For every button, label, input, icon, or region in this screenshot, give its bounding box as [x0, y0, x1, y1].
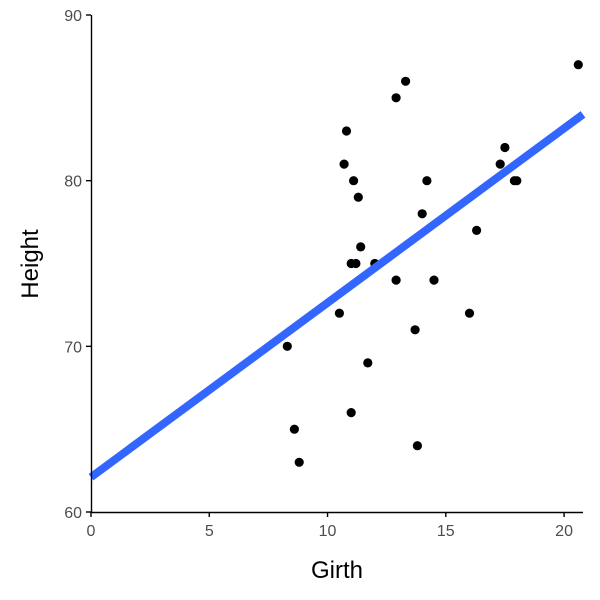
data-point [282, 341, 292, 351]
data-point [353, 192, 363, 202]
x-tick-label: 10 [319, 523, 337, 540]
x-tick-label: 20 [555, 523, 573, 540]
data-point [573, 60, 583, 70]
data-point [472, 225, 482, 235]
data-point [363, 358, 373, 368]
data-point [412, 441, 422, 451]
x-axis-title: Girth [311, 557, 363, 584]
x-axis-ticks: 0 5 10 15 20 [87, 512, 573, 540]
data-point [351, 258, 361, 269]
data-point [339, 159, 349, 169]
data-point [391, 275, 401, 285]
data-point [334, 308, 344, 318]
data-point [346, 408, 356, 418]
data-point [422, 176, 432, 186]
data-point [495, 159, 505, 169]
x-tick-label: 15 [437, 523, 455, 540]
y-tick-label: 70 [64, 339, 82, 356]
data-point [341, 126, 352, 136]
plot-area [88, 60, 586, 481]
data-point [512, 176, 522, 186]
data-point [391, 93, 401, 103]
y-tick-label: 60 [64, 505, 82, 522]
data-point [417, 209, 427, 219]
regression-line [88, 111, 586, 481]
data-point [294, 457, 304, 467]
y-tick-label: 90 [64, 8, 82, 25]
x-tick-label: 5 [205, 523, 214, 540]
y-tick-label: 80 [64, 174, 82, 191]
data-point [401, 76, 411, 86]
data-point [349, 176, 359, 186]
data-point [500, 142, 510, 153]
y-axis-title: Height [17, 229, 44, 299]
data-point [464, 308, 475, 318]
data-point [289, 424, 299, 434]
data-point [356, 242, 366, 252]
data-point [410, 325, 420, 335]
y-axis-ticks: 60 70 80 90 [64, 8, 91, 522]
data-point [429, 275, 439, 285]
x-tick-label: 0 [87, 523, 96, 540]
